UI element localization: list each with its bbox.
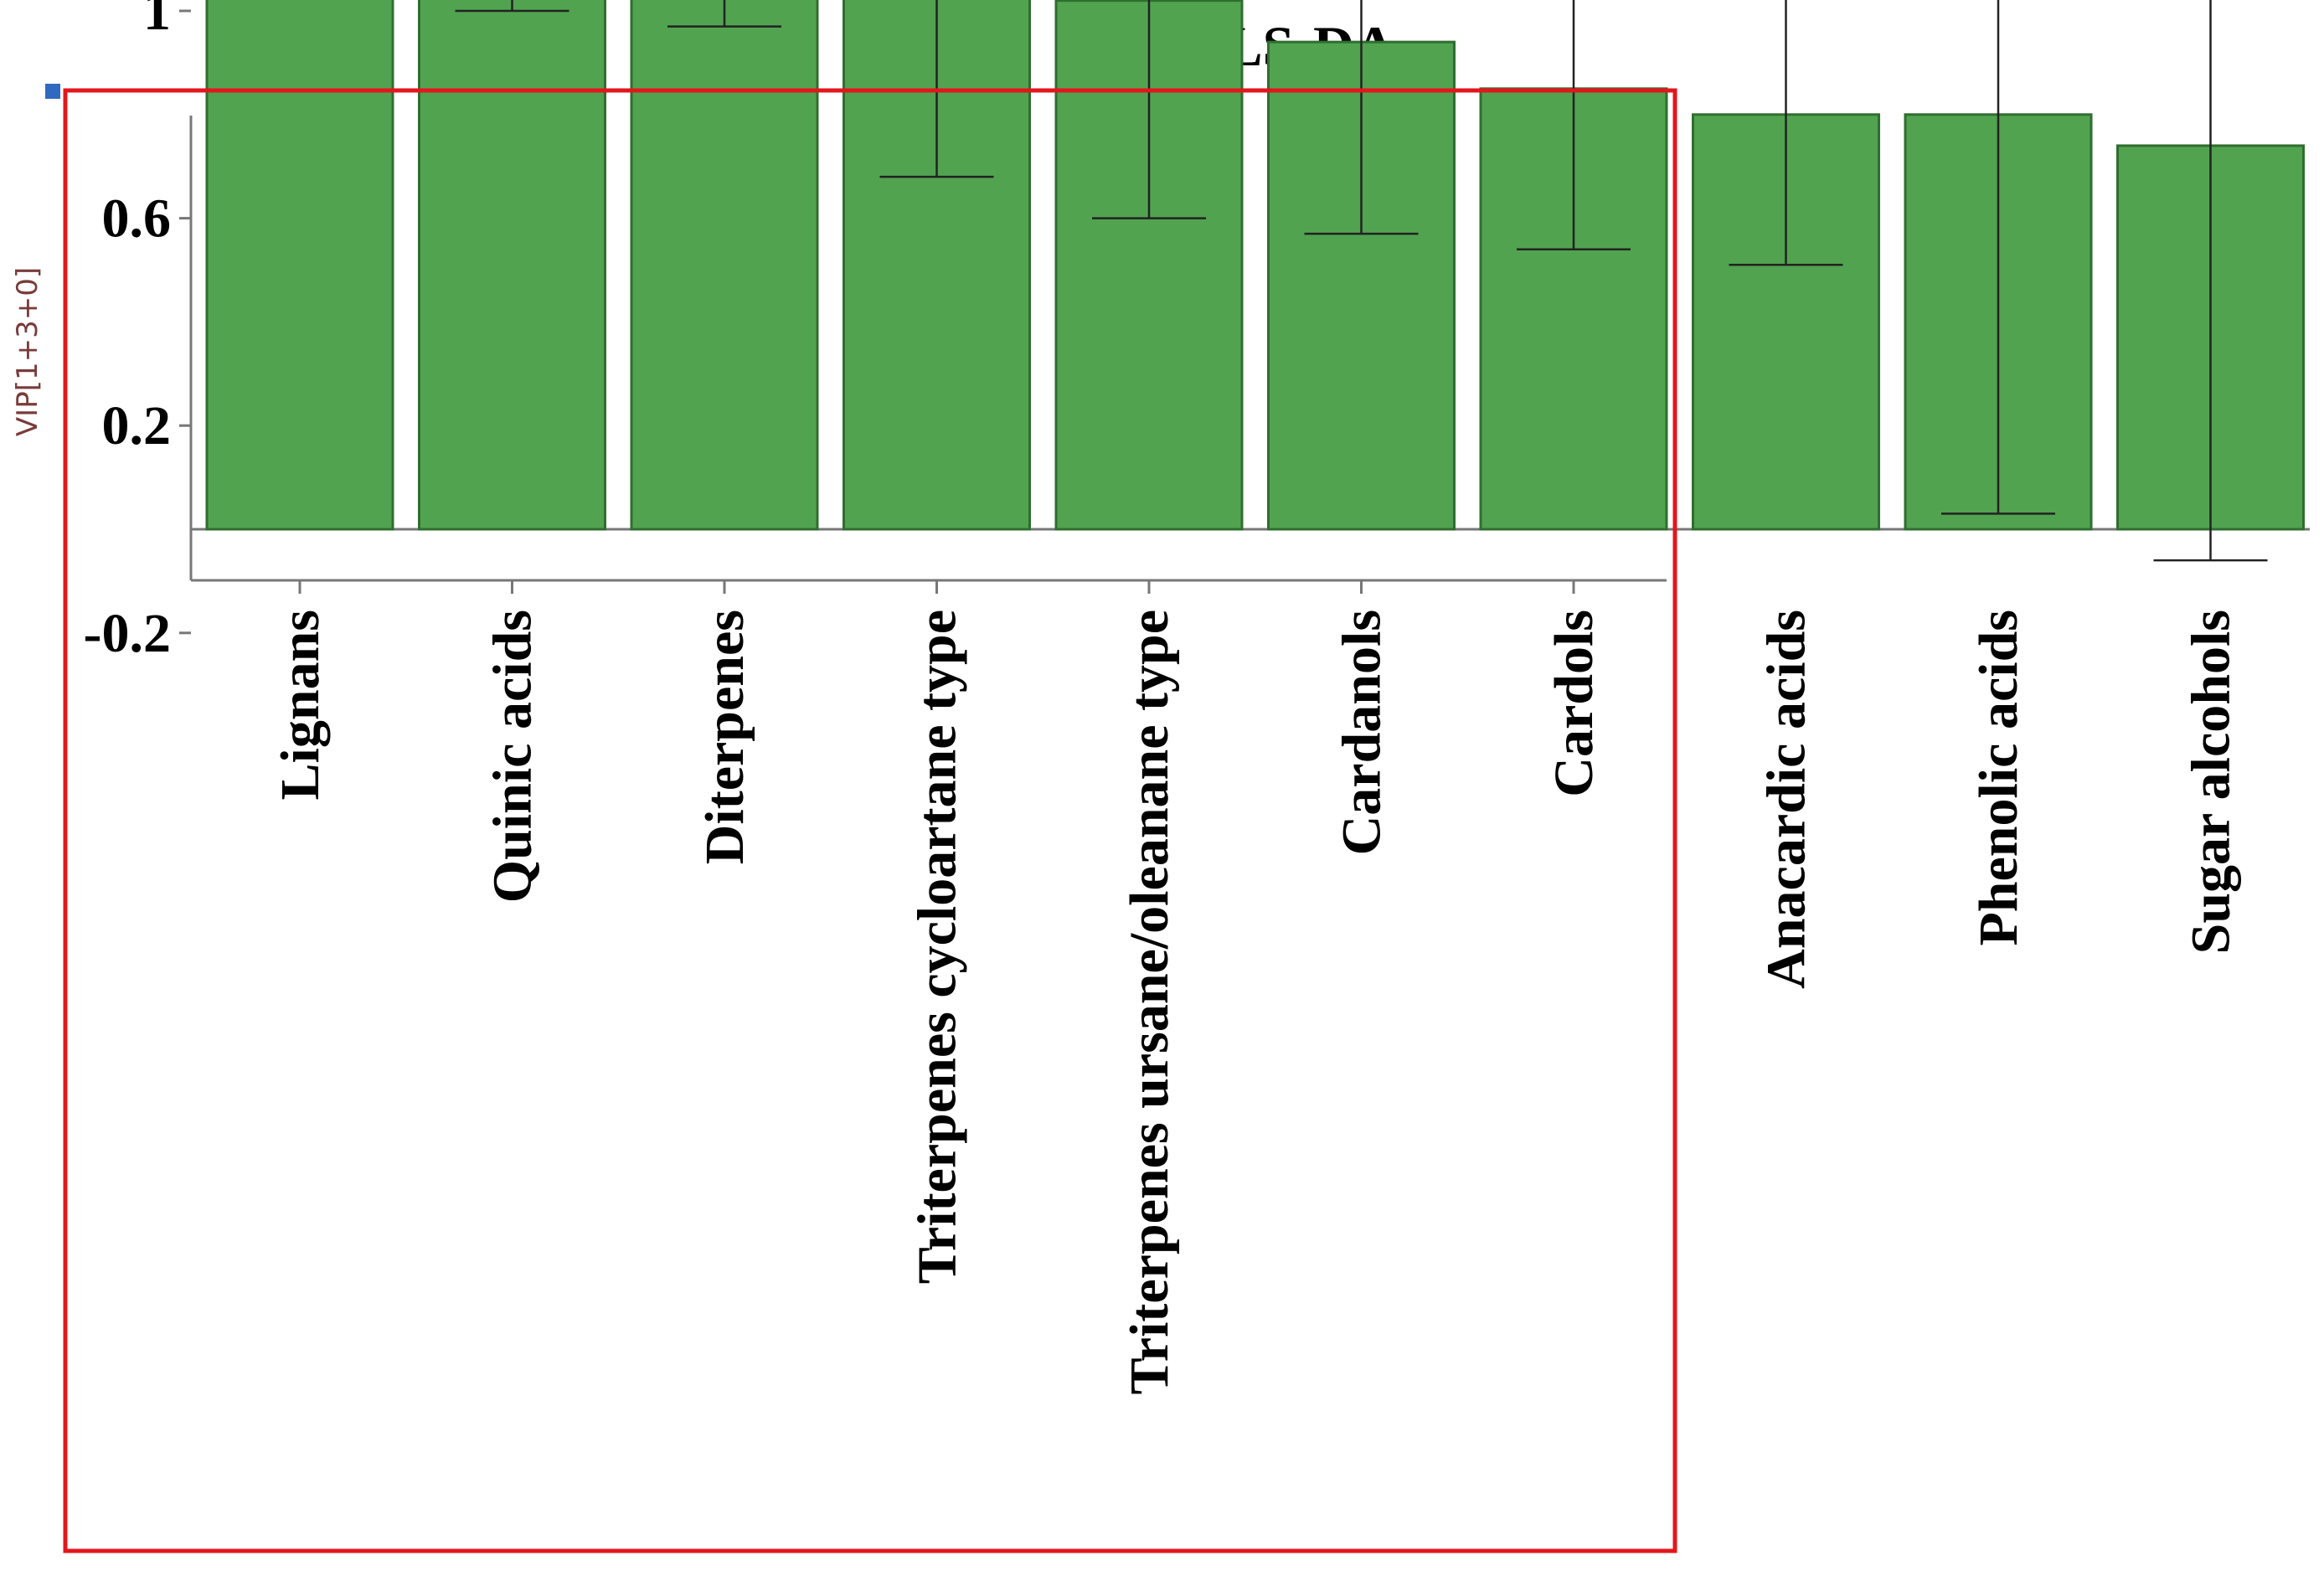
x-tick-label: Triterpenes ursane/oleanane type (1119, 610, 1180, 1394)
y-axis-label: VIP[1+3+0] (11, 267, 44, 436)
x-tick-label: Diterpenes (694, 610, 755, 864)
x-tick-label: Lignans (270, 610, 331, 800)
x-tick-label: Triterpenes cycloartane type (907, 610, 968, 1284)
bar (418, 0, 606, 531)
y-tick-label: -0.2 (84, 603, 171, 664)
bar (1479, 87, 1668, 531)
x-tick-label: Cardanols (1332, 610, 1393, 855)
bar (205, 0, 394, 531)
error-bar (667, 0, 781, 28)
x-tick-label: Cardols (1543, 610, 1605, 797)
error-bar (1092, 0, 1206, 219)
error-bar (1304, 0, 1419, 235)
bar (630, 0, 819, 531)
x-tick-label: Sugar alcohols (2181, 610, 2242, 954)
x-ticks: Lignans Quinic acids Diterpenes Triterpenes… (270, 580, 2242, 1394)
error-bar (1941, 0, 2055, 515)
bars (205, 0, 2305, 531)
y-tick-label: 0.2 (102, 395, 172, 456)
x-tick-label: Phenolic acids (1968, 610, 2029, 946)
highlight-box (63, 88, 1677, 1553)
error-bars (455, 0, 2268, 562)
error-bar (455, 0, 569, 13)
x-tick-label: Quinic acids (482, 610, 544, 903)
error-bar (879, 0, 994, 178)
error-bar (2153, 0, 2268, 562)
y-tick-label: 1 (143, 0, 171, 42)
error-bar (1729, 0, 1843, 266)
y-ticks: 1.410.60.2-0.2 (84, 0, 191, 664)
x-tick-label: Anacardic acids (1756, 610, 1817, 989)
error-bar (1517, 0, 1631, 250)
selection-marker (45, 84, 60, 99)
y-tick-label: 0.6 (102, 188, 172, 250)
